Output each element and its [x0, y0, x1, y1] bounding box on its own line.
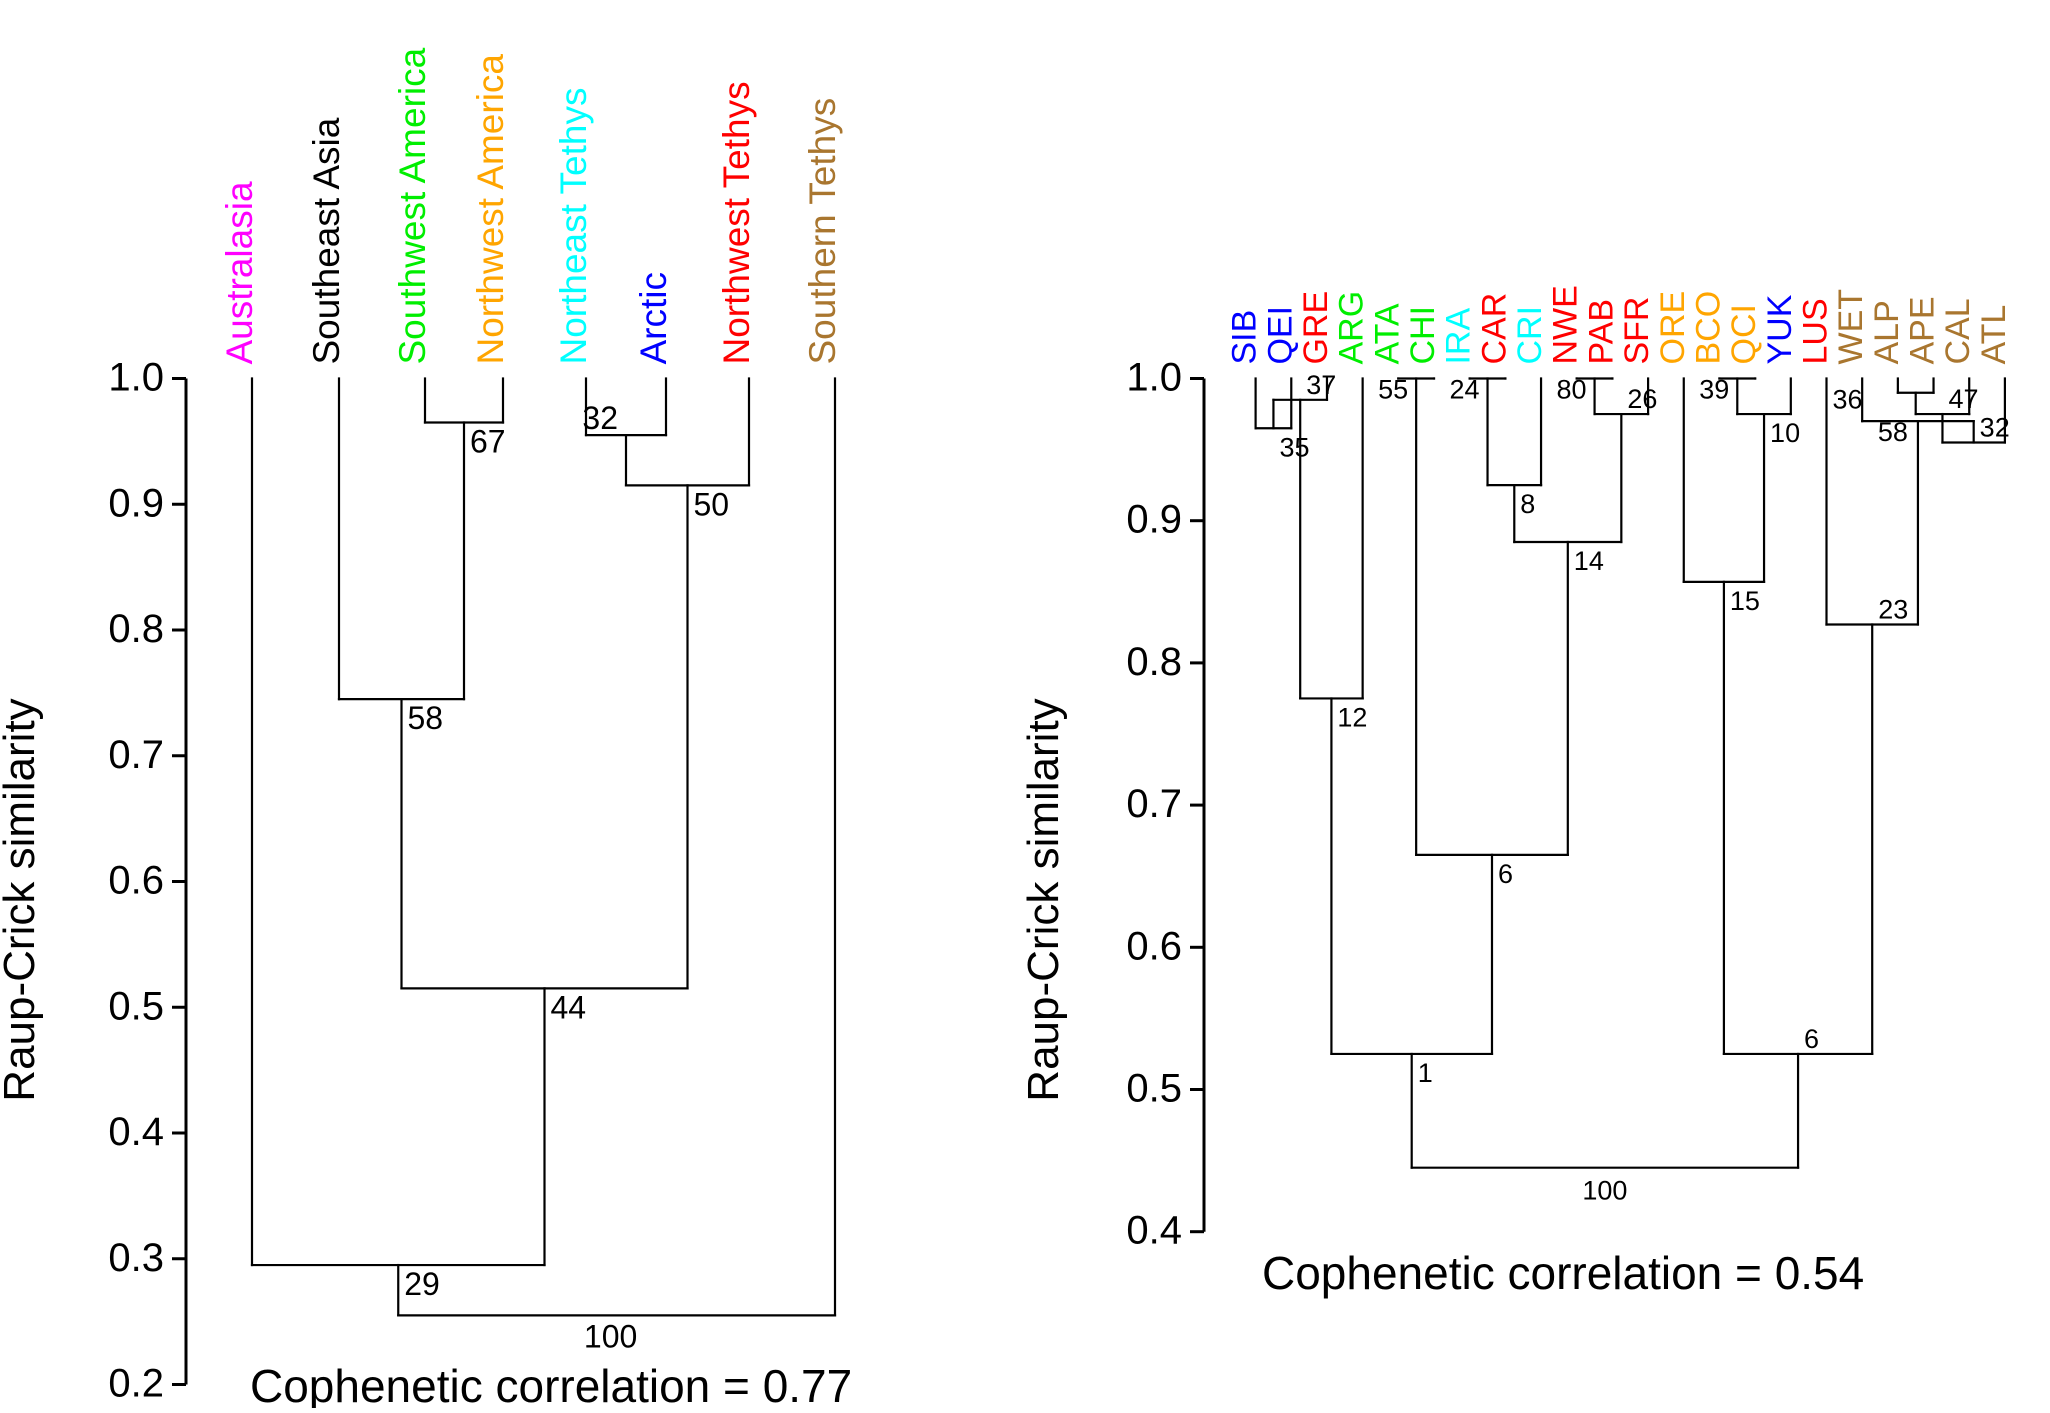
- svg-text:0.6: 0.6: [1126, 924, 1182, 968]
- svg-text:0.8: 0.8: [108, 607, 164, 651]
- svg-text:BCO: BCO: [1689, 291, 1727, 365]
- svg-text:55: 55: [1378, 375, 1408, 405]
- svg-text:Southwest America: Southwest America: [392, 47, 433, 364]
- svg-text:QEI: QEI: [1261, 306, 1299, 365]
- svg-text:14: 14: [1574, 546, 1604, 576]
- svg-text:6: 6: [1498, 859, 1513, 889]
- svg-text:100: 100: [1582, 1176, 1627, 1206]
- svg-text:15: 15: [1730, 586, 1760, 616]
- svg-text:37: 37: [1306, 370, 1336, 400]
- svg-text:Raup-Crick similarity: Raup-Crick similarity: [1019, 698, 1068, 1101]
- svg-text:100: 100: [584, 1318, 637, 1354]
- svg-text:CAL: CAL: [1939, 298, 1977, 364]
- svg-text:Australasia: Australasia: [219, 181, 260, 364]
- svg-text:23: 23: [1878, 595, 1908, 625]
- svg-text:58: 58: [408, 700, 444, 736]
- svg-text:0.5: 0.5: [108, 984, 164, 1028]
- svg-text:50: 50: [694, 486, 730, 522]
- svg-text:0.8: 0.8: [1126, 640, 1182, 684]
- svg-text:1: 1: [1418, 1058, 1433, 1088]
- svg-text:YUK: YUK: [1761, 294, 1799, 364]
- svg-text:24: 24: [1449, 375, 1479, 405]
- svg-text:Arctic: Arctic: [633, 272, 674, 365]
- svg-text:LUS: LUS: [1796, 298, 1834, 364]
- svg-text:IRA: IRA: [1440, 308, 1478, 365]
- svg-text:Northwest Tethys: Northwest Tethys: [716, 81, 757, 364]
- svg-text:WET: WET: [1832, 289, 1870, 365]
- svg-text:0.2: 0.2: [108, 1362, 164, 1406]
- svg-text:36: 36: [1833, 385, 1863, 415]
- svg-text:10: 10: [1770, 418, 1800, 448]
- svg-text:ORE: ORE: [1654, 291, 1692, 365]
- svg-text:Cophenetic correlation = 0.77: Cophenetic correlation = 0.77: [250, 1360, 852, 1408]
- svg-text:Southern Tethys: Southern Tethys: [802, 98, 843, 365]
- svg-text:Raup-Crick similarity: Raup-Crick similarity: [0, 698, 44, 1101]
- svg-text:APE: APE: [1904, 296, 1942, 364]
- svg-text:0.7: 0.7: [1126, 782, 1182, 826]
- svg-text:SIB: SIB: [1226, 310, 1264, 365]
- svg-text:32: 32: [582, 400, 618, 436]
- svg-text:CAR: CAR: [1475, 293, 1513, 365]
- svg-text:0.9: 0.9: [108, 481, 164, 525]
- svg-text:CRI: CRI: [1511, 306, 1549, 365]
- svg-text:80: 80: [1557, 375, 1587, 405]
- svg-text:SFR: SFR: [1618, 297, 1656, 365]
- svg-text:35: 35: [1279, 432, 1309, 462]
- svg-text:ARG: ARG: [1333, 291, 1371, 365]
- svg-text:ATA: ATA: [1368, 303, 1406, 364]
- svg-text:Northwest America: Northwest America: [470, 54, 511, 365]
- svg-text:26: 26: [1627, 384, 1657, 414]
- svg-text:PAB: PAB: [1582, 299, 1620, 365]
- svg-text:0.4: 0.4: [108, 1110, 164, 1154]
- svg-text:0.9: 0.9: [1126, 498, 1182, 542]
- svg-text:Cophenetic correlation = 0.54: Cophenetic correlation = 0.54: [1262, 1247, 1864, 1299]
- svg-text:67: 67: [470, 424, 506, 460]
- svg-text:0.7: 0.7: [108, 733, 164, 777]
- svg-text:47: 47: [1948, 384, 1978, 414]
- svg-text:44: 44: [551, 989, 587, 1025]
- svg-text:1.0: 1.0: [108, 356, 164, 400]
- svg-text:Northeast Tethys: Northeast Tethys: [553, 88, 594, 365]
- svg-text:ATL: ATL: [1975, 305, 2013, 365]
- svg-text:0.3: 0.3: [108, 1236, 164, 1280]
- svg-text:58: 58: [1878, 417, 1908, 447]
- svg-text:6: 6: [1804, 1024, 1819, 1054]
- svg-text:12: 12: [1337, 702, 1367, 732]
- svg-text:ALP: ALP: [1868, 300, 1906, 364]
- svg-text:NWE: NWE: [1547, 285, 1585, 364]
- svg-text:39: 39: [1699, 375, 1729, 405]
- svg-text:32: 32: [1980, 412, 2010, 442]
- svg-text:Southeast Asia: Southeast Asia: [306, 117, 347, 364]
- svg-text:29: 29: [404, 1266, 440, 1302]
- svg-text:0.6: 0.6: [108, 859, 164, 903]
- svg-text:CHI: CHI: [1404, 306, 1442, 365]
- svg-text:1.0: 1.0: [1126, 356, 1182, 400]
- svg-text:QCI: QCI: [1725, 304, 1763, 364]
- svg-text:0.5: 0.5: [1126, 1067, 1182, 1111]
- svg-text:8: 8: [1520, 489, 1535, 519]
- svg-text:GRE: GRE: [1297, 291, 1335, 365]
- svg-text:0.4: 0.4: [1126, 1209, 1182, 1253]
